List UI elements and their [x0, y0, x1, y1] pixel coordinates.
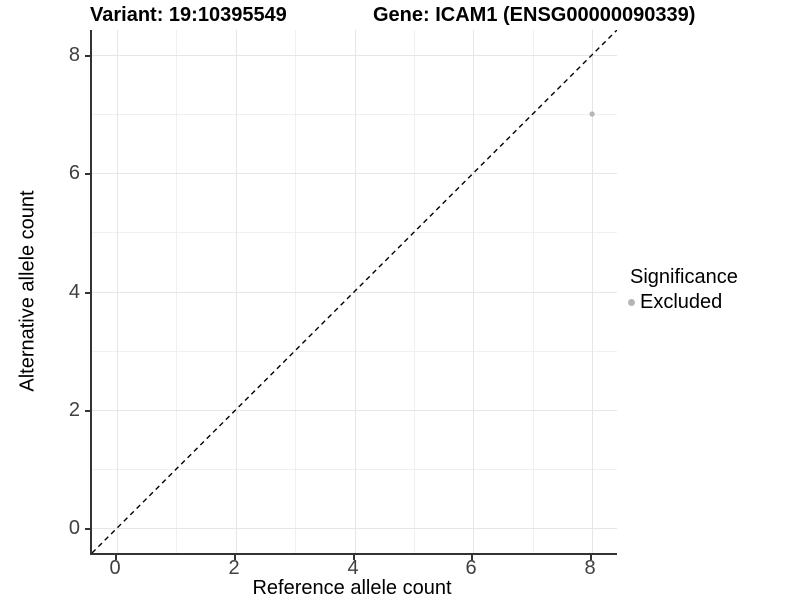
legend-point-icon	[628, 299, 635, 306]
x-tick-mark	[353, 555, 355, 560]
x-tick-mark	[234, 555, 236, 560]
gene-title: Gene: ICAM1 (ENSG00000090339)	[373, 4, 696, 26]
major-gridline-horizontal	[92, 173, 617, 174]
major-gridline-horizontal	[92, 55, 617, 56]
major-gridline-vertical	[473, 30, 474, 553]
y-tick-label: 4	[68, 281, 80, 303]
minor-gridline-vertical	[533, 30, 534, 553]
y-tick-label: 6	[68, 162, 80, 184]
x-tick-label: 2	[228, 557, 240, 579]
minor-gridline-horizontal	[92, 351, 617, 352]
legend-title: Significance	[630, 266, 738, 288]
major-gridline-horizontal	[92, 528, 617, 529]
minor-gridline-horizontal	[92, 232, 617, 233]
x-tick-mark	[115, 555, 117, 560]
data-points	[589, 111, 595, 117]
major-gridline-vertical	[117, 30, 118, 553]
x-axis-title: Reference allele count	[252, 577, 452, 599]
y-tick-label: 0	[68, 517, 80, 539]
y-tick-label: 2	[68, 399, 80, 421]
y-axis-title: Alternative allele count	[16, 190, 39, 392]
identity-dashed-line	[92, 30, 617, 553]
y-tick-mark	[85, 292, 90, 294]
y-tick-mark	[85, 528, 90, 530]
minor-gridline-horizontal	[92, 114, 617, 115]
x-tick-mark	[471, 555, 473, 560]
y-tick-mark	[85, 55, 90, 57]
x-tick-label: 4	[347, 557, 359, 579]
major-gridline-horizontal	[92, 292, 617, 293]
legend-entries: Excluded	[628, 291, 738, 314]
major-gridline-vertical	[355, 30, 356, 553]
legend-entry-label: Excluded	[640, 291, 723, 313]
variant-title: Variant: 19:10395549	[90, 4, 287, 26]
legend: Significance Excluded	[628, 266, 738, 314]
plot-canvas	[92, 30, 617, 553]
plot-panel	[90, 30, 617, 555]
minor-gridline-vertical	[414, 30, 415, 553]
minor-gridline-horizontal	[92, 469, 617, 470]
major-gridline-vertical	[592, 30, 593, 553]
scatter-point	[589, 111, 595, 117]
y-tick-mark	[85, 410, 90, 412]
x-tick-label: 6	[465, 557, 477, 579]
major-gridline-vertical	[236, 30, 237, 553]
x-tick-label: 8	[584, 557, 596, 579]
x-tick-label: 0	[109, 557, 121, 579]
x-tick-mark	[590, 555, 592, 560]
minor-gridline-vertical	[176, 30, 177, 553]
minor-gridline-vertical	[295, 30, 296, 553]
major-gridline-horizontal	[92, 410, 617, 411]
legend-entry: Excluded	[628, 291, 738, 314]
y-tick-label: 8	[68, 44, 80, 66]
y-tick-mark	[85, 173, 90, 175]
